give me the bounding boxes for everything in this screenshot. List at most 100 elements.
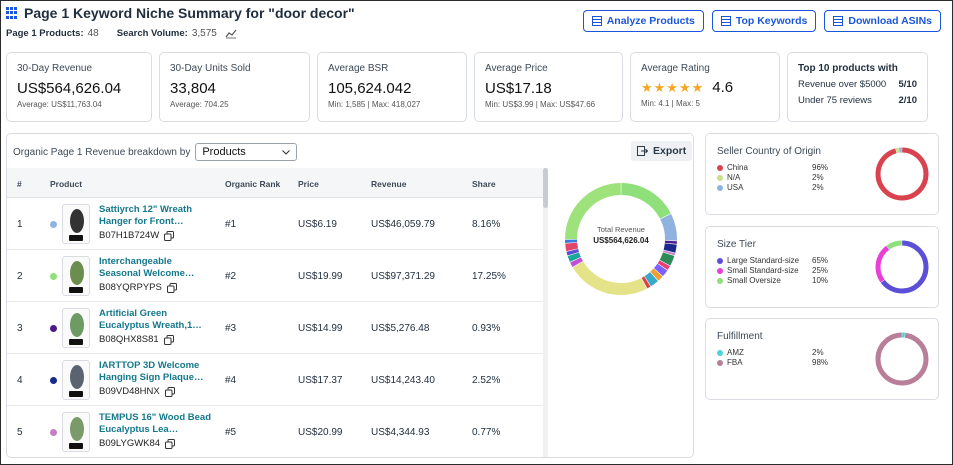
legend-swatch [717,174,723,181]
row-rank: 4 [17,375,23,386]
product-name-link[interactable]: Sattiyrch 12" Wreath Hanger for Front… [99,204,193,227]
amazon-logo-icon [69,443,83,449]
fulfillment-donut-chart[interactable] [873,330,931,388]
donut-segment[interactable] [875,240,929,294]
breakdown-select[interactable]: Products [195,143,298,161]
copy-icon[interactable] [165,438,176,449]
table-icon [720,16,731,26]
price: US$14.99 [298,323,343,334]
table-row[interactable]: 4 IARTTOP 3D Welcome Hanging Sign Plaque…… [7,355,547,406]
legend-label: USA [727,183,744,192]
table-row[interactable]: 2 Interchangeable Seasonal Welcome… B08YQR… [7,251,547,302]
top10-row-value: 5/10 [898,79,918,90]
export-label: Export [653,145,687,157]
product-name-link[interactable]: Interchangeable Seasonal Welcome… [99,256,195,279]
product-thumbnail[interactable] [62,360,90,400]
product-thumbnail[interactable] [62,256,90,296]
product-name-link[interactable]: Artificial Green Eucalyptus Wreath,1… [99,308,202,331]
download-asins-button[interactable]: Download ASINs [824,10,941,32]
rating-card: Average Rating ★★★★★ 4.6 Min: 4.1 | Max:… [630,52,780,122]
product-thumbnail[interactable] [62,204,90,244]
row-rank: 5 [17,427,23,438]
top10-row-revenue: Revenue over $5000 5/10 [798,79,917,90]
export-button[interactable]: Export [631,141,693,161]
product-name-link[interactable]: IARTTOP 3D Welcome Hanging Sign Plaque… [99,360,204,383]
amazon-logo-icon [69,235,83,241]
bsr-card: Average BSR 105,624.042 Min: 1,585 | Max… [317,52,467,122]
donut-segment[interactable] [875,332,929,386]
asin-cell: B09VD48HNX [99,386,175,397]
col-organic-rank[interactable]: Organic Rank [225,179,281,189]
legend-label: Large Standard-size [727,256,800,265]
legend-item: Small Oversize [717,276,781,285]
donut-segment[interactable] [565,183,677,295]
donut-segment[interactable] [875,147,929,201]
amazon-logo-icon [69,287,83,293]
top-keywords-label: Top Keywords [735,15,808,27]
top10-row-reviews: Under 75 reviews 2/10 [798,95,917,106]
top10-label: Top 10 products with [798,63,898,74]
rating-stars: ★★★★★ 4.6 [641,79,769,96]
revenue: US$5,276.48 [371,323,430,334]
legend-value: 2% [812,348,824,357]
size-tier-donut-chart[interactable] [873,238,931,296]
donut-segment[interactable] [875,240,929,294]
copy-icon[interactable] [164,386,175,397]
table-scrollbar[interactable] [543,168,548,457]
legend-value: 2% [812,183,824,192]
analyze-products-button[interactable]: Analyze Products [582,10,704,32]
legend-value: 25% [812,266,829,275]
amazon-logo-icon [69,339,83,345]
legend-item: USA [717,183,743,192]
revenue-breakdown-panel: Organic Page 1 Revenue breakdown by Prod… [6,133,694,458]
donut-center-label: Total Revenue US$564,626.04 [573,225,669,245]
share: 8.16% [472,219,501,230]
units-card: 30-Day Units Sold 33,804 Average: 704.25 [159,52,310,122]
legend-item: China [717,163,748,172]
table-row[interactable]: 3 Artificial Green Eucalyptus Wreath,1… B0… [7,303,547,354]
scrollbar-thumb[interactable] [543,168,548,208]
revenue-value: US$564,626.04 [17,80,122,97]
copy-icon[interactable] [164,230,175,241]
table-header: # Product Organic Rank Price Revenue Sha… [7,168,547,198]
col-share[interactable]: Share [472,179,496,189]
table-icon [591,16,602,26]
page1-products-label: Page 1 Products: [6,28,84,39]
revenue: US$46,059.79 [371,219,435,230]
revenue: US$97,371.29 [371,271,435,282]
legend-value: 98% [812,358,829,367]
top-keywords-button[interactable]: Top Keywords [711,10,817,32]
col-price[interactable]: Price [298,179,319,189]
product-thumbnail[interactable] [62,412,90,452]
copy-icon[interactable] [163,334,174,345]
col-product[interactable]: Product [50,179,83,189]
product-thumbnail[interactable] [62,308,90,348]
seller-country-title: Seller Country of Origin [717,146,821,157]
trend-chart-icon[interactable] [225,29,237,39]
row-rank: 1 [17,219,23,230]
asin-cell: B07H1B724W [99,230,175,241]
donut-segment[interactable] [875,240,929,294]
top10-row-label: Revenue over $5000 [798,79,887,90]
table-row[interactable]: 5 TEMPUS 16" Wood Bead Eucalyptus Lea… B09… [7,407,547,457]
product-name-link[interactable]: TEMPUS 16" Wood Bead Eucalyptus Lea… [99,412,212,435]
price-sub: Min: US$3.99 | Max: US$47.66 [485,100,596,109]
donut-segment[interactable] [565,183,677,295]
fulfillment-title: Fulfillment [717,331,763,342]
table-row[interactable]: 1 Sattiyrch 12" Wreath Hanger for Front… B… [7,199,547,250]
chevron-down-icon [282,149,291,155]
rating-value: 4.6 [712,79,734,96]
donut-segment[interactable] [875,147,929,201]
col-revenue[interactable]: Revenue [371,179,407,189]
donut-segment[interactable] [565,183,677,295]
download-asins-label: Download ASINs [848,15,932,27]
table-icon [833,16,844,26]
rating-sub: Min: 4.1 | Max: 5 [641,99,700,108]
seller-country-donut-chart[interactable] [873,145,931,203]
share: 0.77% [472,427,501,438]
legend-label: AMZ [727,348,744,357]
series-color-dot [50,221,57,228]
copy-icon[interactable] [166,282,177,293]
legend-label: Small Oversize [727,276,781,285]
revenue-donut-chart[interactable] [562,180,680,298]
